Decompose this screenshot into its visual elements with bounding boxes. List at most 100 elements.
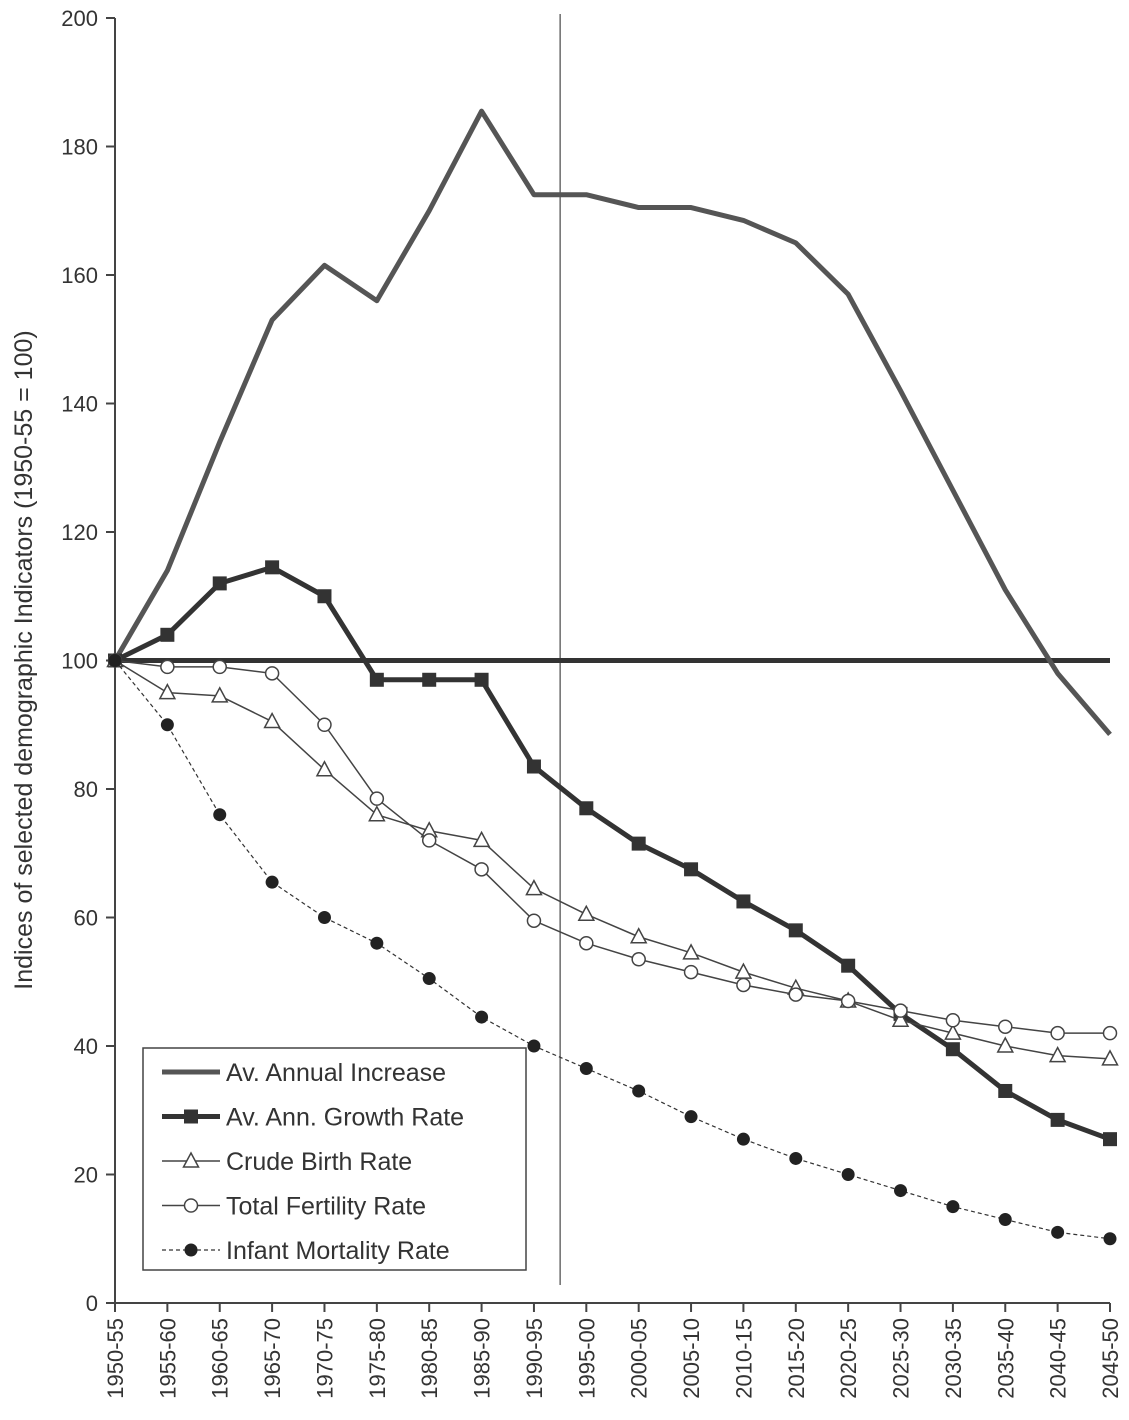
x-tick-label: 2030-35: [941, 1318, 966, 1399]
data-point: [998, 1212, 1012, 1226]
x-tick-label: 1995-00: [574, 1318, 599, 1399]
data-point: [577, 904, 596, 922]
y-tick-label: 140: [61, 392, 98, 417]
data-point: [212, 576, 227, 591]
data-point: [788, 987, 804, 1002]
legend-item-4: Infant Mortality Rate: [162, 1237, 450, 1265]
data-point: [1102, 1025, 1118, 1041]
data-point: [840, 993, 856, 1009]
data-point: [945, 1013, 961, 1028]
data-point: [579, 801, 594, 816]
data-point: [629, 927, 648, 944]
y-tick-label: 40: [74, 1034, 98, 1059]
data-point: [1101, 1049, 1119, 1066]
series-group: [106, 108, 1119, 1246]
legend-label: Av. Ann. Growth Rate: [226, 1104, 464, 1132]
data-point: [1103, 1132, 1117, 1147]
data-point: [317, 589, 332, 604]
data-point: [474, 672, 489, 687]
data-point: [184, 1109, 198, 1124]
x-tick-label: 2025-30: [889, 1318, 914, 1399]
data-point: [526, 913, 542, 928]
data-point: [579, 1061, 593, 1075]
y-tick-label: 0: [86, 1291, 98, 1316]
x-tick-label: 1990-95: [522, 1318, 547, 1399]
data-point: [475, 1010, 489, 1024]
x-tick-label: 2035-40: [993, 1318, 1018, 1399]
y-tick-label: 60: [74, 906, 98, 931]
data-point: [996, 1036, 1015, 1053]
data-point: [213, 808, 227, 822]
data-point: [1103, 1232, 1117, 1246]
series-4: [108, 654, 1117, 1246]
data-point: [894, 1184, 908, 1198]
x-tick-label: 2015-20: [784, 1318, 809, 1399]
y-tick-label: 100: [61, 649, 98, 674]
data-point: [682, 943, 700, 960]
data-point: [684, 1110, 698, 1124]
x-tick-label: 1980-85: [417, 1318, 442, 1399]
data-point: [183, 1198, 199, 1213]
y-axis-title: Indices of selected demographic Indicato…: [10, 330, 38, 989]
x-tick-label: 2020-25: [836, 1318, 861, 1399]
data-point: [212, 659, 227, 675]
data-point: [736, 894, 751, 909]
data-point: [315, 760, 334, 777]
data-point: [893, 1003, 908, 1018]
y-tick-label: 120: [61, 520, 98, 545]
x-tick-label: 1975-80: [365, 1318, 390, 1399]
series-line: [114, 659, 1111, 1060]
x-tick-label: 2005-10: [679, 1318, 704, 1399]
x-tick-label: 2010-15: [731, 1318, 756, 1399]
x-tick-label: 1965-70: [260, 1318, 285, 1399]
series-line: [113, 564, 1111, 1142]
data-point: [184, 1243, 198, 1257]
data-point: [788, 923, 803, 938]
data-point: [946, 1200, 960, 1214]
x-tick-label: 1970-75: [312, 1318, 337, 1399]
data-point: [736, 977, 751, 993]
data-point: [789, 1151, 803, 1165]
data-point: [472, 830, 491, 848]
legend-label: Infant Mortality Rate: [226, 1237, 450, 1265]
data-point: [422, 672, 437, 687]
data-point: [945, 1042, 960, 1057]
series-2: [106, 650, 1119, 1066]
data-point: [265, 560, 280, 575]
series-line: [114, 660, 1111, 1240]
data-point: [525, 878, 543, 896]
y-tick-label: 80: [74, 777, 98, 802]
y-tick-label: 20: [74, 1163, 98, 1188]
x-tick-label: 2040-45: [1046, 1318, 1071, 1399]
data-point: [632, 1084, 646, 1098]
x-tick-label: 2000-05: [627, 1318, 652, 1399]
data-point: [369, 672, 384, 687]
legend-item-1: Av. Ann. Growth Rate: [162, 1104, 464, 1132]
data-point: [527, 1039, 541, 1053]
x-tick-label: 2045-50: [1098, 1318, 1123, 1399]
legend-label: Crude Birth Rate: [226, 1148, 412, 1176]
data-point: [317, 911, 331, 924]
data-point: [160, 718, 174, 732]
data-point: [1050, 1025, 1065, 1041]
y-tick-label: 180: [61, 135, 98, 160]
data-point: [684, 862, 699, 877]
data-point: [317, 717, 332, 732]
data-point: [474, 862, 489, 877]
x-tick-label: 1955-60: [155, 1318, 180, 1399]
y-tick-label: 200: [61, 6, 98, 31]
data-point: [683, 964, 699, 980]
data-point: [158, 683, 177, 700]
x-tick-label: 1960-65: [208, 1318, 233, 1399]
data-point: [891, 1010, 910, 1028]
data-point: [160, 627, 175, 642]
data-point: [160, 659, 175, 675]
data-point: [944, 1023, 962, 1040]
data-point: [265, 875, 279, 889]
data-point: [841, 1168, 855, 1181]
legend-item-3: Total Fertility Rate: [162, 1193, 426, 1221]
data-point: [1048, 1046, 1067, 1063]
data-point: [369, 791, 385, 806]
data-point: [631, 836, 646, 851]
